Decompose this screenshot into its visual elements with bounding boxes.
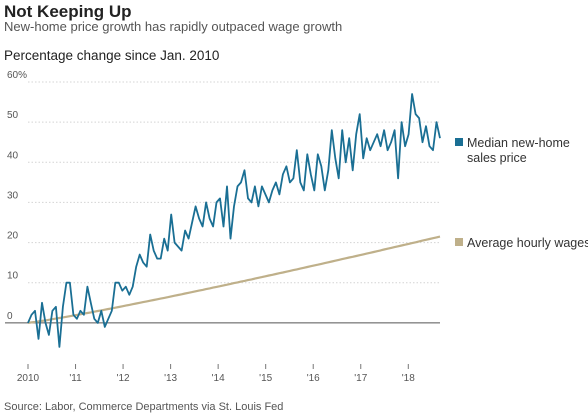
- x-tick-label: '13: [164, 373, 177, 384]
- legend-label-wages: Average hourly wages: [467, 236, 588, 250]
- x-axis-ticks: 2010 '11 '12 '13 '14 '15 '16 '17 '18: [17, 364, 415, 384]
- x-tick-label: '15: [259, 373, 272, 384]
- gridlines: [5, 81, 440, 324]
- source-note: Source: Labor, Commerce Departments via …: [4, 401, 284, 413]
- legend-swatch-wages: [455, 238, 463, 246]
- y-tick-label: 10: [7, 271, 19, 282]
- y-tick-label: 30: [7, 190, 19, 201]
- y-tick-label: 20: [7, 231, 19, 242]
- legend-label-price: sales price: [467, 151, 527, 165]
- price-series-line: [27, 93, 441, 348]
- chart-subtitle: New-home price growth has rapidly outpac…: [4, 19, 343, 34]
- x-tick-label: '11: [69, 373, 82, 384]
- y-tick-label: 50: [7, 110, 19, 121]
- x-tick-label: '18: [402, 373, 415, 384]
- chart-title: Not Keeping Up: [4, 2, 132, 21]
- x-tick-label: '17: [354, 373, 367, 384]
- chart-panel-title: Percentage change since Jan. 2010: [4, 48, 220, 63]
- x-tick-label: '14: [212, 373, 225, 384]
- series-lines: [27, 93, 441, 348]
- y-tick-label: 40: [7, 150, 19, 161]
- y-tick-label: 60%: [7, 70, 27, 81]
- x-tick-label: '16: [307, 373, 320, 384]
- x-tick-label: '12: [117, 373, 130, 384]
- y-tick-label: 0: [7, 311, 13, 322]
- legend-label-price: Median new-home: [467, 136, 570, 150]
- x-tick-label: 2010: [17, 373, 40, 384]
- y-axis-tick-labels: 0 10 20 30 40 50 60%: [7, 70, 27, 322]
- wage-series-line: [27, 235, 441, 324]
- legend-swatch-price: [455, 138, 463, 146]
